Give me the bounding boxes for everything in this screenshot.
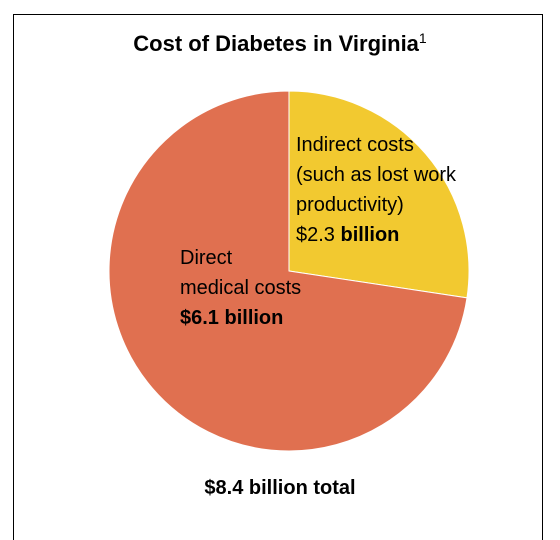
chart-title: Cost of Diabetes in Virginia1 [0,30,560,57]
indirect-label-line-1: Indirect costs [296,134,414,156]
indirect-label-line-3: productivity) [296,194,404,216]
total-label: $8.4 billion total [204,477,356,499]
direct-value-label: $6.1 billion [180,307,284,329]
direct-label-line-1: Direct [180,247,233,269]
indirect-value-unit: billion [340,224,400,246]
direct-label-line-2: medical costs [180,277,302,299]
indirect-costs-slice [288,90,470,299]
direct-value-line: $6.1 billion [180,303,301,333]
direct-costs-slice [108,90,468,452]
indirect-costs-label: Indirect costs (such as lost work produc… [296,130,456,250]
direct-costs-label: Direct medical costs $6.1 billion [180,243,301,333]
indirect-value-amount: $2.3 [296,224,335,246]
chart-title-text: Cost of Diabetes in Virginia [133,31,419,56]
indirect-label-line-2: (such as lost work [296,164,457,186]
indirect-value-label: $2.3 billion [296,220,456,250]
title-footnote: 1 [418,30,427,46]
chart-frame [13,14,543,540]
